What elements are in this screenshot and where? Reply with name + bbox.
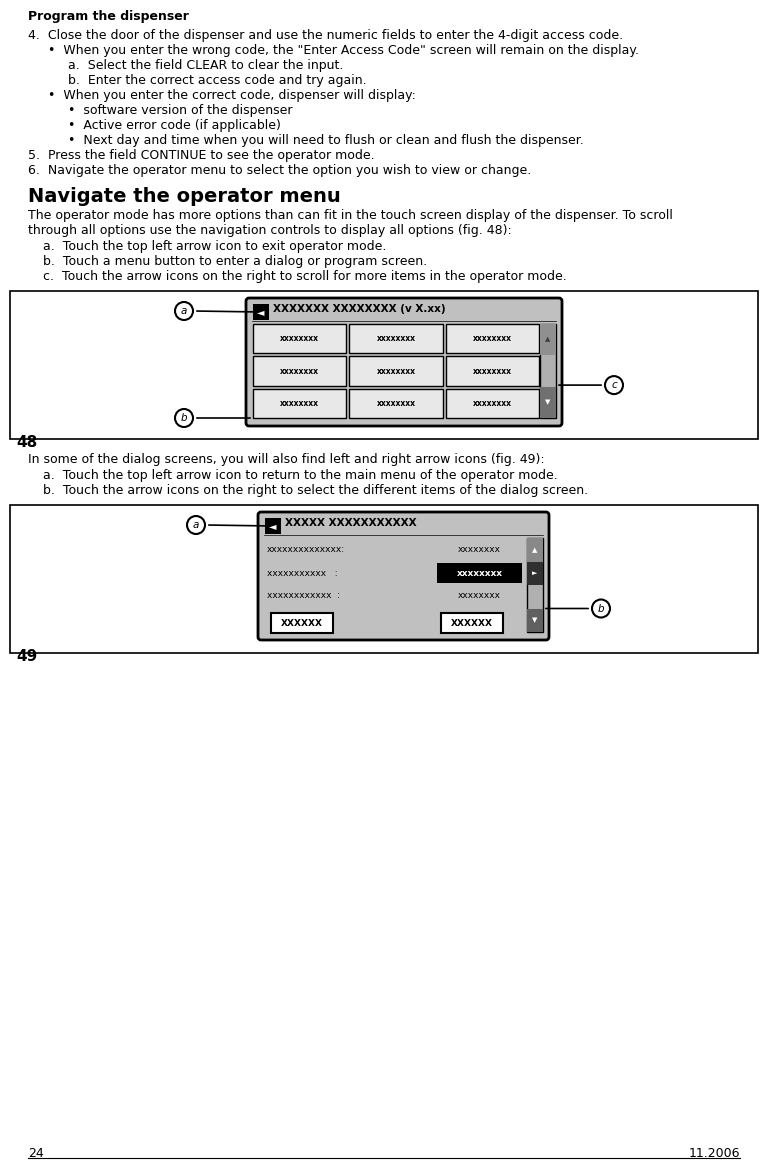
Text: •  When you enter the wrong code, the "Enter Access Code" screen will remain on : • When you enter the wrong code, the "En… bbox=[48, 44, 639, 56]
Text: xxxxxxxx: xxxxxxxx bbox=[473, 399, 511, 408]
Bar bbox=[437, 540, 522, 560]
Text: a: a bbox=[180, 306, 187, 316]
Text: XXXXX XXXXXXXXXXX: XXXXX XXXXXXXXXXX bbox=[285, 517, 416, 528]
Text: ◄: ◄ bbox=[270, 521, 276, 532]
Text: xxxxxxxx: xxxxxxxx bbox=[376, 367, 415, 375]
Bar bbox=[253, 305, 269, 320]
Text: a.  Select the field CLEAR to clear the input.: a. Select the field CLEAR to clear the i… bbox=[68, 59, 343, 72]
Text: xxxxxxxxxxxx  :: xxxxxxxxxxxx : bbox=[267, 592, 340, 601]
Bar bbox=[527, 537, 543, 632]
Text: XXXXXX: XXXXXX bbox=[281, 619, 323, 628]
Text: b: b bbox=[598, 603, 604, 614]
Text: a: a bbox=[193, 520, 199, 530]
Text: xxxxxxxx: xxxxxxxx bbox=[458, 546, 501, 555]
Text: c: c bbox=[611, 380, 617, 390]
Bar bbox=[540, 325, 556, 417]
Text: 11.2006: 11.2006 bbox=[688, 1147, 740, 1160]
Bar bbox=[271, 613, 333, 633]
Bar bbox=[10, 505, 758, 653]
Bar bbox=[349, 356, 442, 386]
Text: xxxxxxxx: xxxxxxxx bbox=[280, 367, 319, 375]
Text: •  software version of the dispenser: • software version of the dispenser bbox=[68, 103, 293, 116]
Text: xxxxxxxxxxxxxx:: xxxxxxxxxxxxxx: bbox=[267, 546, 345, 555]
Text: In some of the dialog screens, you will also find left and right arrow icons (fi: In some of the dialog screens, you will … bbox=[28, 453, 545, 466]
Text: xxxxxxxx: xxxxxxxx bbox=[458, 592, 501, 601]
Circle shape bbox=[175, 409, 193, 427]
Text: ◄: ◄ bbox=[257, 307, 265, 318]
Text: b.  Touch the arrow icons on the right to select the different items of the dial: b. Touch the arrow icons on the right to… bbox=[43, 485, 588, 497]
Text: ▲: ▲ bbox=[545, 336, 551, 342]
Text: a.  Touch the top left arrow icon to exit operator mode.: a. Touch the top left arrow icon to exit… bbox=[43, 240, 386, 253]
Text: xxxxxxxx: xxxxxxxx bbox=[280, 334, 319, 343]
FancyBboxPatch shape bbox=[258, 512, 549, 640]
Text: xxxxxxxx: xxxxxxxx bbox=[473, 334, 511, 343]
Text: •  Active error code (if applicable): • Active error code (if applicable) bbox=[68, 119, 281, 132]
Text: ▼: ▼ bbox=[545, 400, 551, 406]
Text: •  Next day and time when you will need to flush or clean and flush the dispense: • Next day and time when you will need t… bbox=[68, 134, 584, 147]
Text: xxxxxxxx: xxxxxxxx bbox=[376, 334, 415, 343]
Circle shape bbox=[187, 516, 205, 534]
Text: 6.  Navigate the operator menu to select the option you wish to view or change.: 6. Navigate the operator menu to select … bbox=[28, 163, 531, 178]
Text: 48: 48 bbox=[16, 435, 38, 450]
Text: Navigate the operator menu: Navigate the operator menu bbox=[28, 187, 341, 206]
Circle shape bbox=[605, 376, 623, 394]
Text: b.  Touch a menu button to enter a dialog or program screen.: b. Touch a menu button to enter a dialog… bbox=[43, 255, 427, 268]
Text: 5.  Press the field CONTINUE to see the operator mode.: 5. Press the field CONTINUE to see the o… bbox=[28, 149, 375, 162]
Text: b: b bbox=[180, 413, 187, 423]
Text: ▲: ▲ bbox=[532, 547, 538, 553]
Bar bbox=[253, 388, 346, 417]
Bar bbox=[445, 388, 539, 417]
Text: •  When you enter the correct code, dispenser will display:: • When you enter the correct code, dispe… bbox=[48, 89, 416, 102]
Text: Program the dispenser: Program the dispenser bbox=[28, 11, 189, 24]
Text: xxxxxxxx: xxxxxxxx bbox=[376, 399, 415, 408]
Circle shape bbox=[592, 600, 610, 617]
Bar bbox=[253, 325, 346, 353]
Text: 4.  Close the door of the dispenser and use the numeric fields to enter the 4-di: 4. Close the door of the dispenser and u… bbox=[28, 29, 623, 42]
Text: c.  Touch the arrow icons on the right to scroll for more items in the operator : c. Touch the arrow icons on the right to… bbox=[43, 270, 567, 283]
Text: ►: ► bbox=[532, 570, 538, 576]
Bar bbox=[265, 517, 281, 534]
Bar bbox=[527, 537, 543, 561]
Bar bbox=[527, 561, 543, 584]
Text: xxxxxxxx: xxxxxxxx bbox=[473, 367, 511, 375]
Text: XXXXXX: XXXXXX bbox=[451, 619, 493, 628]
Text: xxxxxxxx: xxxxxxxx bbox=[280, 399, 319, 408]
Text: xxxxxxxxxxx   :: xxxxxxxxxxx : bbox=[267, 568, 338, 577]
Bar bbox=[10, 290, 758, 439]
Bar bbox=[253, 356, 346, 386]
Bar bbox=[349, 325, 442, 353]
Bar bbox=[441, 613, 503, 633]
Bar bbox=[445, 325, 539, 353]
Bar bbox=[349, 388, 442, 417]
Text: The operator mode has more options than can fit in the touch screen display of t: The operator mode has more options than … bbox=[28, 209, 673, 222]
Text: through all options use the navigation controls to display all options (fig. 48): through all options use the navigation c… bbox=[28, 223, 511, 238]
Text: ▼: ▼ bbox=[532, 617, 538, 623]
Bar bbox=[437, 586, 522, 606]
FancyBboxPatch shape bbox=[246, 298, 562, 426]
Bar bbox=[540, 325, 556, 355]
Bar bbox=[540, 387, 556, 417]
Bar bbox=[437, 563, 522, 583]
Text: b.  Enter the correct access code and try again.: b. Enter the correct access code and try… bbox=[68, 74, 366, 87]
Text: a.  Touch the top left arrow icon to return to the main menu of the operator mod: a. Touch the top left arrow icon to retu… bbox=[43, 469, 558, 482]
Circle shape bbox=[175, 302, 193, 320]
Bar bbox=[445, 356, 539, 386]
Bar bbox=[527, 608, 543, 632]
Text: xxxxxxxx: xxxxxxxx bbox=[456, 568, 502, 577]
Text: XXXXXXX XXXXXXXX (v X.xx): XXXXXXX XXXXXXXX (v X.xx) bbox=[273, 305, 445, 314]
Text: 24: 24 bbox=[28, 1147, 44, 1160]
Text: 49: 49 bbox=[16, 649, 38, 664]
